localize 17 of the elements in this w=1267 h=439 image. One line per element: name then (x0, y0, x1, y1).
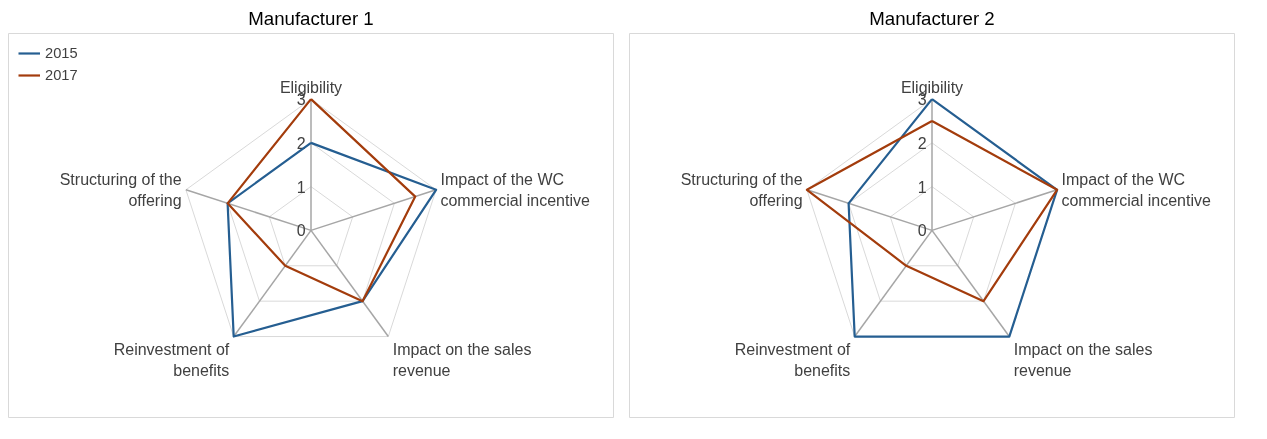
y-tick-label: 1 (296, 178, 306, 196)
chart-title: Manufacturer 2 (869, 7, 995, 29)
y-tick-label: 2 (917, 134, 927, 152)
spoke-label: Structuring of the offering (680, 170, 803, 209)
spoke-label: Impact of the WC commercial incentive (1061, 170, 1211, 209)
y-tick-label: 0 (296, 222, 306, 240)
y-tick-label: 0 (917, 222, 927, 240)
spoke-label: Impact on the sales revenue (392, 340, 532, 380)
spoke-label: Impact of the WC commercial incentive (440, 170, 590, 209)
spoke-label: Structuring of the offering (59, 170, 182, 209)
spoke-label: Reinvestment of benefits (113, 340, 230, 380)
legend-label: 2017 (45, 67, 78, 83)
spoke-label: Impact on the sales revenue (1013, 340, 1153, 380)
chart-title: Manufacturer 1 (248, 7, 374, 29)
spoke-label: Reinvestment of benefits (734, 340, 851, 380)
y-tick-label: 1 (917, 178, 927, 196)
legend-label: 2015 (45, 45, 78, 61)
